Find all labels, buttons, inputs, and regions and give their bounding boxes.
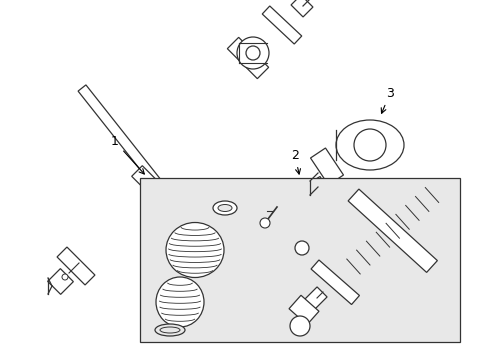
- Bar: [227, 37, 268, 78]
- Bar: [262, 6, 301, 44]
- Bar: [310, 148, 343, 185]
- Bar: [288, 295, 318, 325]
- Ellipse shape: [160, 327, 180, 333]
- Ellipse shape: [218, 204, 231, 212]
- Bar: [310, 260, 359, 305]
- Ellipse shape: [213, 201, 237, 215]
- Bar: [78, 85, 222, 263]
- Text: 3: 3: [381, 87, 393, 113]
- Circle shape: [245, 46, 260, 60]
- Circle shape: [289, 316, 309, 336]
- Circle shape: [260, 218, 269, 228]
- Circle shape: [294, 241, 308, 255]
- Bar: [47, 269, 73, 294]
- Bar: [290, 0, 312, 17]
- Circle shape: [237, 37, 268, 69]
- Text: 1: 1: [111, 135, 144, 174]
- Circle shape: [353, 129, 385, 161]
- Ellipse shape: [335, 120, 403, 170]
- Bar: [307, 176, 324, 190]
- Ellipse shape: [155, 324, 184, 336]
- Ellipse shape: [156, 277, 203, 327]
- Bar: [131, 166, 158, 192]
- Bar: [140, 178, 459, 342]
- Bar: [302, 287, 326, 311]
- Circle shape: [62, 274, 68, 280]
- Ellipse shape: [165, 222, 224, 278]
- Bar: [347, 189, 436, 273]
- Bar: [57, 247, 95, 285]
- Text: 2: 2: [290, 149, 300, 174]
